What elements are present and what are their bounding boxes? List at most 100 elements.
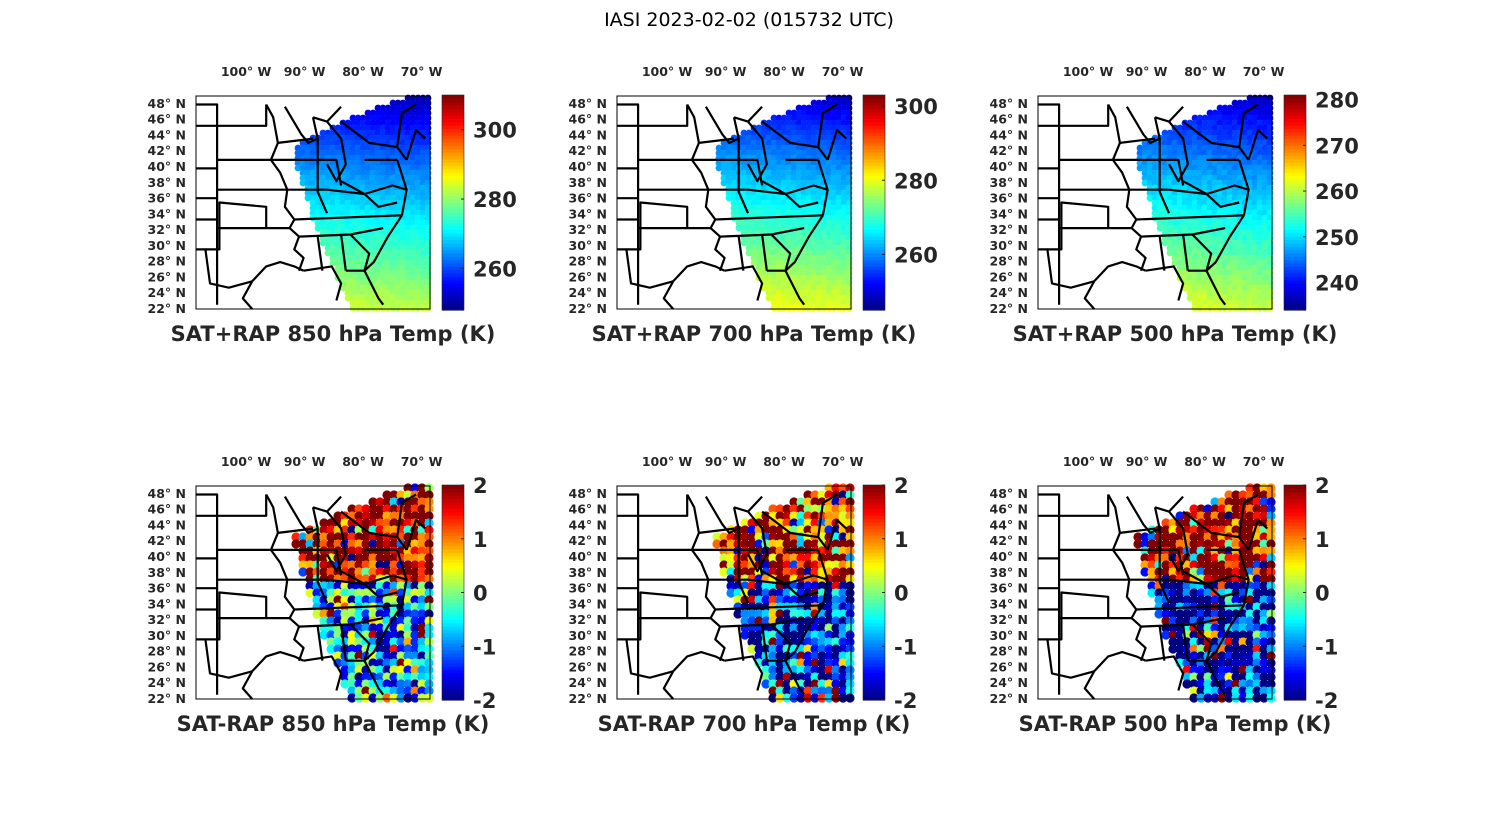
data-point	[750, 139, 758, 147]
data-point	[790, 204, 798, 212]
state-boundary-line	[784, 193, 819, 208]
data-point	[840, 164, 848, 172]
data-point	[800, 249, 808, 257]
latitude-tick-label: 28° N	[990, 644, 1028, 659]
data-point	[1166, 179, 1174, 187]
data-point	[419, 164, 427, 172]
data-point	[775, 209, 783, 217]
data-point	[1196, 149, 1204, 157]
state-boundary-line	[698, 137, 735, 144]
data-point	[384, 124, 392, 132]
data-point	[409, 179, 417, 187]
data-point	[800, 189, 808, 197]
data-point	[364, 304, 372, 312]
data-point	[795, 234, 803, 242]
data-point	[815, 274, 823, 282]
data-point	[1241, 159, 1249, 167]
data-point	[1166, 139, 1174, 147]
data-point	[359, 114, 367, 122]
data-point	[775, 254, 783, 262]
colorbar-segment	[442, 192, 464, 197]
data-point	[409, 174, 417, 182]
data-point	[1226, 129, 1234, 137]
data-point	[299, 139, 307, 147]
data-point	[389, 234, 397, 242]
colorbar-segment	[442, 121, 464, 126]
data-point	[765, 169, 773, 177]
colorbar-segment	[863, 155, 885, 160]
data-point	[1256, 174, 1264, 182]
data-point	[790, 219, 798, 227]
data-point	[750, 209, 758, 217]
data-point	[840, 99, 848, 107]
data-point	[369, 114, 377, 122]
state-boundary-line	[313, 158, 343, 186]
data-point	[419, 254, 427, 262]
data-point	[399, 159, 407, 167]
data-point	[1171, 139, 1179, 147]
data-point	[715, 164, 723, 172]
data-point	[775, 279, 783, 287]
data-point	[765, 249, 773, 257]
data-point	[790, 129, 798, 137]
data-point	[349, 219, 357, 227]
data-point	[349, 159, 357, 167]
colorbar-segment	[863, 125, 885, 130]
data-point	[1241, 104, 1249, 112]
state-boundary-line	[205, 201, 268, 251]
data-point	[805, 169, 813, 177]
latitude-tick-label: 42° N	[148, 143, 186, 158]
data-point	[835, 199, 843, 207]
data-point	[1216, 109, 1224, 117]
data-point	[394, 279, 402, 287]
data-point	[354, 124, 362, 132]
data-point	[825, 219, 833, 227]
data-point	[810, 189, 818, 197]
longitude-tick-label: 70° W	[822, 454, 864, 469]
data-point	[314, 219, 322, 227]
data-point	[1196, 124, 1204, 132]
data-point	[740, 209, 748, 217]
latitude-tick-label: 38° N	[990, 175, 1028, 190]
colorbar-segment	[442, 222, 464, 227]
data-point	[414, 294, 422, 302]
data-point	[379, 259, 387, 267]
colorbar-segment	[442, 232, 464, 237]
data-point	[1136, 159, 1144, 167]
data-point	[765, 294, 773, 302]
data-point	[334, 244, 342, 252]
data-point	[765, 289, 773, 297]
data-point	[835, 209, 843, 217]
data-point	[349, 179, 357, 187]
data-point	[1246, 99, 1254, 107]
data-point	[379, 279, 387, 287]
data-point	[1221, 179, 1229, 187]
data-point	[740, 134, 748, 142]
data-point	[780, 224, 788, 232]
longitude-tick-label: 80° W	[763, 64, 805, 79]
colorbar-segment	[863, 138, 885, 143]
data-point	[1211, 129, 1219, 137]
state-boundary-line	[241, 280, 254, 310]
data-point	[1161, 149, 1169, 157]
data-point	[409, 189, 417, 197]
data-point	[750, 149, 758, 157]
data-point	[374, 169, 382, 177]
data-point	[339, 274, 347, 282]
latitude-tick-label: 48° N	[148, 486, 186, 501]
data-point	[1246, 129, 1254, 137]
data-point	[419, 144, 427, 152]
data-point	[800, 109, 808, 117]
data-point	[785, 234, 793, 242]
latitude-tick-label: 30° N	[569, 238, 607, 253]
data-point	[1201, 174, 1209, 182]
latitude-tick-label: 32° N	[569, 612, 607, 627]
longitude-tick-label: 80° W	[342, 454, 384, 469]
data-point	[344, 239, 352, 247]
data-point	[770, 159, 778, 167]
data-point	[334, 234, 342, 242]
data-point	[309, 164, 317, 172]
data-point	[1261, 199, 1269, 207]
data-point	[750, 194, 758, 202]
colorbar-segment	[442, 128, 464, 133]
